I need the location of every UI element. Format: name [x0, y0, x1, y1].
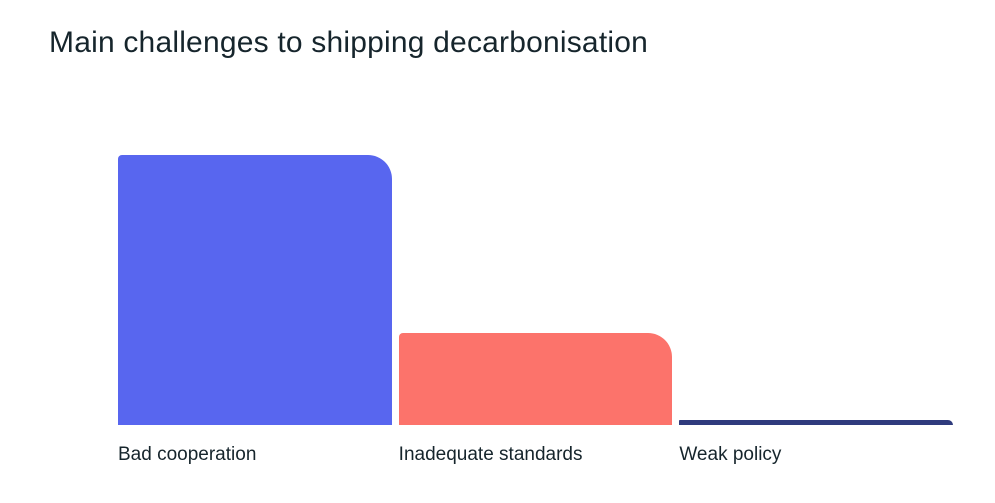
x-label-inadequate-standards: Inadequate standards	[398, 444, 583, 465]
bar-inadequate-standards	[398, 333, 673, 425]
x-axis-labels: Bad cooperation Inadequate standards Weak …	[118, 444, 953, 466]
plot-area	[118, 155, 954, 425]
chart-title: Main challenges to shipping decarbonisat…	[49, 26, 648, 59]
x-label-weak-policy: Weak policy	[679, 444, 782, 465]
bar-bad-cooperation	[118, 155, 392, 425]
bar-weak-policy	[679, 419, 954, 425]
x-label-bad-cooperation: Bad cooperation	[118, 444, 257, 465]
